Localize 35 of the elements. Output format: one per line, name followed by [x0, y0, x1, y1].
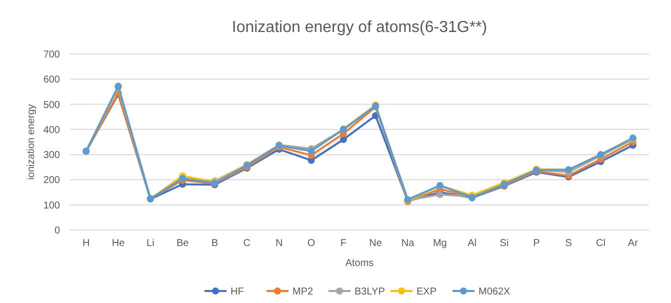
- y-tick-label: 200: [43, 175, 60, 186]
- x-tick-label: Ne: [369, 238, 382, 249]
- y-tick-label: 100: [43, 200, 60, 212]
- x-tick-label: C: [243, 238, 251, 249]
- legend-label: MP2: [292, 286, 314, 298]
- y-tick-label: 300: [43, 150, 60, 162]
- x-tick-label: He: [112, 238, 126, 249]
- x-tick-label: Li: [146, 238, 154, 249]
- x-tick-label: Mg: [432, 238, 447, 249]
- x-tick-label: O: [307, 238, 316, 249]
- x-tick-label: Si: [500, 238, 509, 249]
- x-tick-label: P: [533, 238, 540, 249]
- x-tick-label: F: [340, 238, 346, 249]
- x-tick-label: N: [275, 238, 283, 249]
- x-tick-label: Cl: [596, 238, 606, 249]
- x-tick-label: S: [565, 238, 572, 249]
- legend-label: M062X: [478, 286, 511, 298]
- x-tick-label: Be: [176, 238, 190, 249]
- y-tick-label: 600: [43, 74, 60, 86]
- x-tick-label: Na: [401, 238, 415, 249]
- y-axis-title: ionization energy: [26, 104, 37, 180]
- point: [340, 136, 347, 143]
- legend-label: HF: [230, 286, 244, 298]
- legend-label: B3LYP: [354, 286, 386, 298]
- legend-label: EXP: [416, 286, 437, 298]
- x-tick-label: H: [82, 238, 90, 249]
- y-tick-label: 700: [43, 50, 60, 60]
- x-tick-label: Ar: [628, 238, 639, 249]
- y-tick-label: 500: [43, 100, 60, 111]
- x-axis-title: Atoms: [345, 258, 374, 269]
- y-tick-label: 0: [54, 226, 60, 236]
- x-tick-label: B: [211, 238, 218, 249]
- chart-title: Ionization energy of atoms(6-31G**): [232, 19, 488, 36]
- y-tick-label: 400: [43, 124, 60, 136]
- x-tick-label: Al: [468, 238, 477, 249]
